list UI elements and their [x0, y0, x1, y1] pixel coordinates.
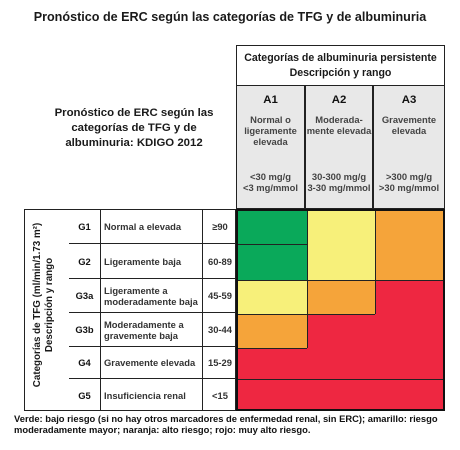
gfr-range: 15-29	[202, 347, 237, 378]
gfr-code: G3b	[69, 313, 101, 346]
column-code: A2	[331, 94, 347, 106]
risk-row-separator	[238, 244, 307, 245]
gfr-row-g2: G2 Ligeramente baja 60-89	[69, 243, 236, 278]
gfr-description: Normal a elevada	[104, 221, 182, 232]
gfr-axis-label: Categorías de TFG (ml/min/1.73 m²) Descr…	[32, 222, 55, 388]
column-code: A1	[263, 94, 278, 106]
risk-cell-g3b-a1	[238, 314, 307, 348]
main-title: Pronóstico de ERC según las categorías d…	[33, 10, 427, 24]
risk-cell-g5-a2	[307, 380, 375, 409]
albuminuria-header-line2: Descripción y rango	[289, 67, 392, 79]
albuminuria-column-a3: A3 Gravemente elevada >300 mg/g >30 mg/m…	[373, 85, 445, 209]
albuminuria-column-a1: A1 Normal o ligeramente elevada <30 mg/g…	[236, 85, 305, 209]
gfr-range: 30-44	[202, 313, 237, 346]
albuminuria-header-line1: Categorías de albuminuria persistente	[244, 52, 437, 64]
risk-cell-g5-a1	[238, 380, 307, 409]
subtitle: Pronóstico de ERC según las categorías d…	[54, 107, 214, 149]
risk-cell-g2-a1	[238, 245, 307, 280]
risk-cell-g2-a2	[307, 245, 375, 280]
gfr-description: Ligeramente baja	[104, 255, 182, 267]
risk-grid	[236, 209, 445, 411]
risk-cell-g2-a3	[375, 245, 443, 280]
risk-cell-g5-a3	[375, 380, 443, 409]
gfr-row-g4: G4 Gravemente elevada 15-29	[69, 346, 236, 378]
gfr-axis-box	[24, 209, 69, 411]
gfr-description: Moderadamente a gravemente baja	[104, 318, 184, 341]
risk-cell-g4-a1	[238, 348, 307, 380]
gfr-range: 60-89	[202, 244, 237, 278]
gfr-row-g3b: G3b Moderadamente a gravemente baja 30-4…	[69, 312, 236, 346]
column-description: Gravemente elevada	[381, 114, 437, 136]
risk-cell-g3b-a3	[375, 314, 443, 348]
gfr-row-g1: G1 Normal a elevada ≥90	[69, 209, 236, 243]
gfr-code: G3a	[69, 279, 101, 312]
risk-cell-g3a-a2	[307, 280, 375, 314]
risk-cell-g3a-a3	[375, 280, 443, 314]
column-range: <30 mg/g <3 mg/mmol	[243, 171, 298, 193]
gfr-description: Insuficiencia renal	[104, 389, 186, 401]
risk-row-separator	[238, 379, 443, 380]
risk-cell-g1-a2	[307, 211, 375, 245]
gfr-code: G4	[69, 347, 101, 378]
risk-cell-g4-a3	[375, 348, 443, 380]
risk-cell-g3a-a1	[238, 280, 307, 314]
gfr-range: <15	[202, 379, 237, 411]
column-code: A3	[401, 94, 417, 106]
gfr-code: G5	[69, 379, 101, 411]
albuminuria-column-a2: A2 Moderada- mente elevada 30-300 mg/g 3…	[305, 85, 373, 209]
column-description: Normal o ligeramente elevada	[244, 114, 297, 147]
gfr-range: 45-59	[202, 279, 237, 312]
gfr-description: Ligeramente a moderadamente baja	[104, 284, 198, 307]
gfr-range: ≥90	[202, 210, 237, 243]
gfr-row-g3a: G3a Ligeramente a moderadamente baja 45-…	[69, 278, 236, 312]
risk-cell-g1-a3	[375, 211, 443, 245]
gfr-code: G2	[69, 244, 101, 278]
gfr-row-g5: G5 Insuficiencia renal <15	[69, 378, 236, 411]
gfr-description: Gravemente elevada	[104, 357, 196, 368]
risk-cell-g1-a1	[238, 211, 307, 245]
risk-cell-g3b-a2	[307, 314, 375, 348]
gfr-code: G1	[69, 210, 101, 243]
column-range: >300 mg/g >30 mg/mmol	[378, 171, 440, 193]
albuminuria-header: Categorías de albuminuria persistente De…	[236, 45, 445, 85]
column-range: 30-300 mg/g 3-30 mg/mmol	[307, 171, 371, 193]
risk-cell-g4-a2	[307, 348, 375, 380]
legend-text: Verde: bajo riesgo (si no hay otros marc…	[14, 413, 438, 435]
column-description: Moderada- mente elevada	[306, 114, 372, 136]
